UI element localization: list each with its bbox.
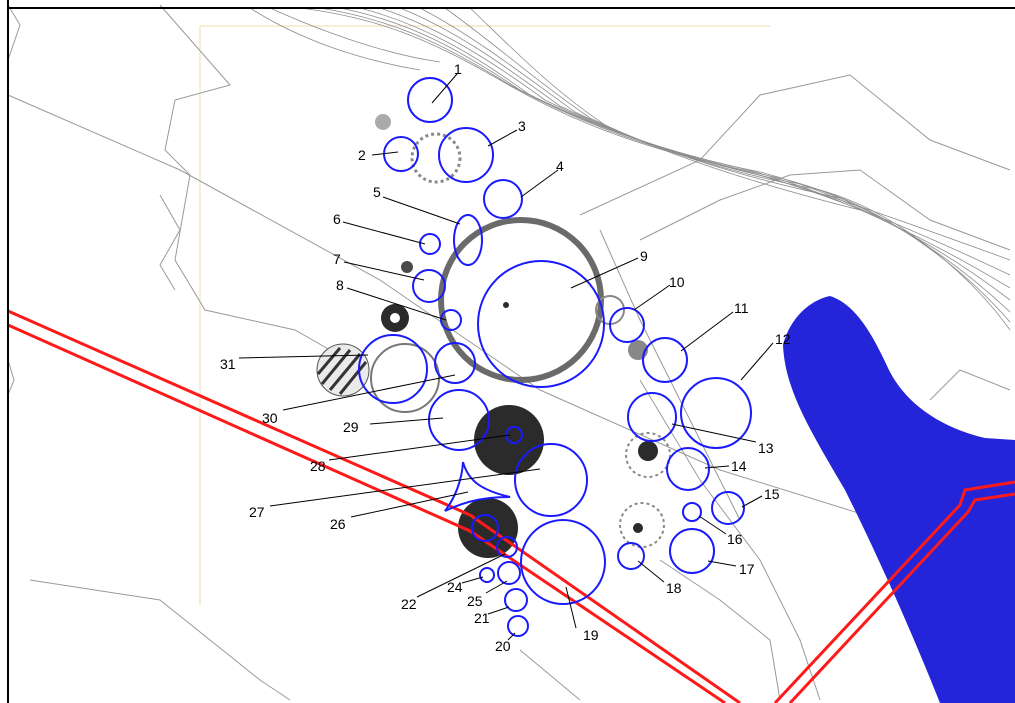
feature-label-8: 8 (336, 277, 344, 293)
feature-circle-20 (507, 615, 529, 637)
feature-circle-28 (505, 426, 523, 444)
feature-circle-30 (434, 342, 476, 384)
feature-label-18: 18 (666, 580, 682, 596)
slope-lines (249, 7, 1011, 331)
feature-circle-10 (609, 307, 645, 343)
feature-label-21: 21 (474, 610, 490, 626)
feature-circle-29 (428, 389, 490, 451)
feature-circle-7 (412, 269, 446, 303)
feature-circles (358, 77, 752, 637)
feature-circle-25 (497, 561, 521, 585)
feature-circle-8 (440, 309, 462, 331)
feature-label-11: 11 (734, 300, 749, 316)
feature-label-12: 12 (775, 331, 791, 347)
feature-label-6: 6 (333, 211, 341, 227)
feature-circle-18 (617, 542, 645, 570)
feature-circle-17 (669, 528, 715, 574)
feature-circle-21 (504, 588, 528, 612)
leader-lines (238, 73, 774, 641)
feature-circle-12 (680, 377, 752, 449)
feature-circle-4 (483, 179, 523, 219)
feature-circle-14 (666, 447, 710, 491)
feature-label-7: 7 (333, 251, 341, 267)
feature-label-5: 5 (373, 184, 381, 200)
feature-label-31: 31 (220, 356, 236, 372)
water-body (783, 296, 1015, 703)
feature-circle-24 (479, 567, 495, 583)
feature-circle-1 (407, 77, 453, 123)
feature-circle-5 (453, 214, 483, 266)
feature-label-28: 28 (310, 458, 326, 474)
feature-label-30: 30 (262, 410, 278, 426)
feature-label-14: 14 (731, 458, 747, 474)
feature-label-25: 25 (467, 593, 483, 609)
scanned-plan-border (199, 25, 770, 605)
feature-label-1: 1 (454, 61, 462, 77)
feature-label-22: 22 (401, 596, 417, 612)
feature-label-16: 16 (727, 531, 743, 547)
feature-label-29: 29 (343, 419, 359, 435)
feature-circle-15 (711, 491, 745, 525)
feature-label-19: 19 (583, 627, 599, 643)
feature-label-4: 4 (556, 158, 564, 174)
feature-circle-26 (471, 514, 499, 542)
feature-label-9: 9 (640, 248, 648, 264)
feature-circle-19 (520, 519, 606, 605)
terrain-contours (7, 4, 1011, 701)
feature-label-10: 10 (669, 274, 685, 290)
feature-circle-16 (682, 502, 702, 522)
feature-circle-31 (358, 334, 428, 404)
feature-label-13: 13 (758, 440, 774, 456)
feature-circle-27 (514, 443, 588, 517)
feature-wedge-26 (444, 461, 511, 512)
feature-circle-22 (496, 536, 518, 558)
feature-label-15: 15 (764, 486, 780, 502)
feature-circle-3 (438, 127, 494, 183)
feature-label-3: 3 (518, 118, 526, 134)
feature-circle-6 (419, 233, 441, 255)
feature-circle-9 (477, 260, 605, 388)
feature-label-24: 24 (447, 579, 463, 595)
feature-label-27: 27 (249, 504, 265, 520)
map-frame (7, 0, 1015, 703)
road (7, 309, 1015, 703)
feature-label-2: 2 (358, 147, 366, 163)
feature-label-20: 20 (495, 638, 511, 654)
feature-circle-13 (627, 392, 677, 442)
feature-labels: 1 2 3 4 5 6 7 8 9 10 11 12 13 14 15 16 1… (220, 61, 791, 654)
feature-label-26: 26 (330, 516, 346, 532)
feature-label-17: 17 (739, 561, 755, 577)
feature-circle-11 (642, 337, 688, 383)
